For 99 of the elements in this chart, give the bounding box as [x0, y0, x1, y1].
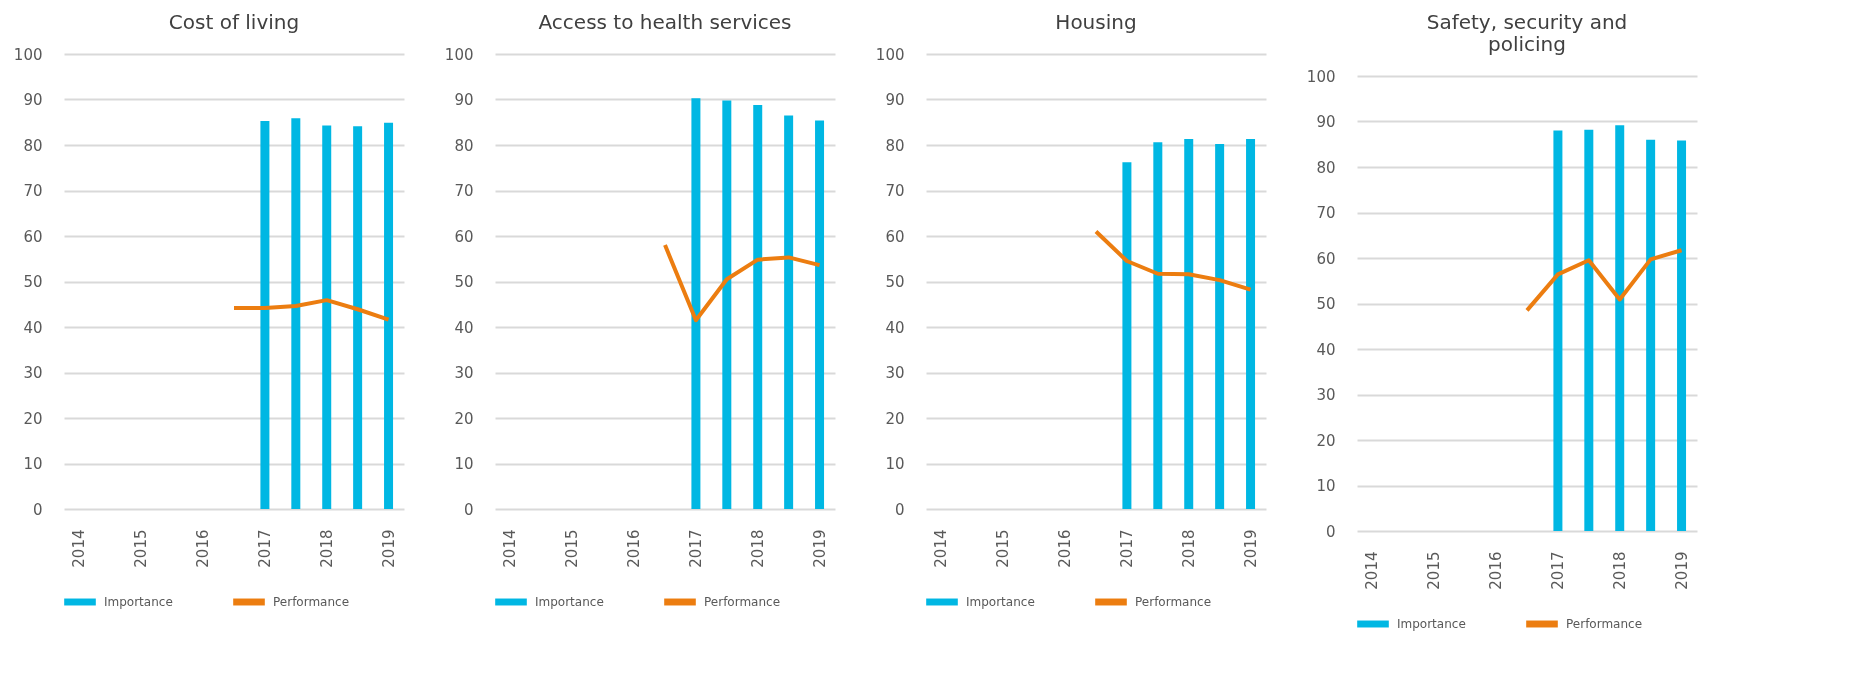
x-tick-label: 2018 [1179, 529, 1198, 568]
y-tick-label: 0 [894, 500, 905, 519]
bar [322, 125, 332, 509]
y-tick-label: 40 [23, 318, 43, 337]
line-series [663, 243, 822, 323]
y-tick-label: 20 [454, 409, 474, 428]
y-tick-label: 90 [454, 91, 474, 109]
bar [815, 120, 825, 509]
bar [691, 98, 701, 509]
legend-label: Importance [966, 595, 1035, 609]
y-tick-label: 90 [885, 91, 905, 109]
y-tick-label: 20 [885, 409, 905, 428]
chart-title: Housing [1055, 10, 1137, 34]
x-tick-label: 2016 [194, 529, 213, 568]
bar [353, 126, 363, 509]
y-tick-label: 100 [13, 45, 43, 64]
y-tick-label: 0 [463, 500, 474, 519]
y-tick-label: 50 [885, 273, 905, 291]
y-tick-label: 0 [32, 500, 43, 519]
x-tick-label: 2019 [379, 529, 398, 568]
line-series [1094, 229, 1253, 292]
y-tick-label: 50 [454, 273, 474, 291]
legend-label: Performance [273, 595, 350, 609]
x-tick-label: 2016 [1056, 529, 1075, 568]
y-tick-label: 80 [454, 136, 474, 155]
x-tick-label: 2019 [810, 529, 829, 568]
bar [1122, 162, 1132, 509]
y-tick-label: 100 [1306, 67, 1336, 86]
legend-label: Importance [104, 595, 173, 609]
chart-title: Access to health services [538, 10, 792, 34]
y-tick-label: 60 [1316, 249, 1336, 268]
bar [384, 122, 394, 509]
y-tick-label: 70 [885, 182, 905, 200]
x-tick-label: 2014 [1363, 551, 1382, 590]
y-tick-label: 10 [1316, 477, 1336, 495]
bar [1153, 142, 1163, 509]
bar [753, 104, 763, 509]
y-tick-label: 70 [454, 182, 474, 200]
x-tick-label: 2016 [1487, 551, 1506, 590]
legend-label: Performance [1135, 595, 1212, 609]
bar [1184, 139, 1194, 509]
y-tick-label: 70 [1316, 204, 1336, 222]
x-tick-label: 2017 [686, 529, 705, 568]
x-tick-label: 2018 [1610, 551, 1629, 590]
y-tick-label: 80 [1316, 158, 1336, 177]
y-tick-label: 40 [885, 318, 905, 337]
x-tick-label: 2017 [1117, 529, 1136, 568]
y-tick-label: 10 [885, 455, 905, 473]
x-tick-label: 2015 [994, 529, 1013, 568]
y-tick-label: 20 [23, 409, 43, 428]
x-tick-label: 2015 [132, 529, 151, 568]
x-tick-label: 2017 [255, 529, 274, 568]
x-tick-label: 2019 [1672, 551, 1691, 590]
y-tick-label: 100 [444, 45, 474, 64]
y-tick-label: 30 [885, 364, 905, 382]
y-tick-label: 60 [23, 227, 43, 246]
line-series [232, 298, 391, 322]
legend-label: Performance [1566, 617, 1643, 631]
y-tick-label: 30 [23, 364, 43, 382]
y-tick-label: 60 [454, 227, 474, 246]
y-tick-label: 50 [1316, 295, 1336, 313]
x-tick-label: 2019 [1241, 529, 1260, 568]
y-tick-label: 30 [454, 364, 474, 382]
legend-label: Performance [704, 595, 781, 609]
chart-title: Cost of living [168, 10, 300, 34]
x-tick-label: 2014 [501, 529, 520, 568]
x-tick-label: 2016 [625, 529, 644, 568]
y-tick-label: 40 [454, 318, 474, 337]
bar [1215, 144, 1225, 509]
bar [1246, 139, 1256, 509]
x-tick-label: 2018 [748, 529, 767, 568]
y-tick-label: 10 [454, 455, 474, 473]
x-tick-label: 2015 [563, 529, 582, 568]
chart-title: Safety, security and policing [1426, 10, 1628, 56]
y-tick-label: 0 [1325, 522, 1336, 541]
y-tick-label: 40 [1316, 340, 1336, 359]
y-tick-label: 100 [875, 45, 905, 64]
line-series [1525, 248, 1684, 313]
y-tick-label: 80 [885, 136, 905, 155]
x-tick-label: 2014 [932, 529, 951, 568]
x-tick-label: 2018 [317, 529, 336, 568]
y-tick-label: 60 [885, 227, 905, 246]
y-tick-label: 50 [23, 273, 43, 291]
x-tick-label: 2014 [70, 529, 89, 568]
bar [260, 120, 270, 509]
y-tick-label: 90 [23, 91, 43, 109]
y-tick-label: 30 [1316, 386, 1336, 404]
y-tick-label: 10 [23, 455, 43, 473]
legend-label: Importance [535, 595, 604, 609]
y-tick-label: 70 [23, 182, 43, 200]
bar [784, 115, 794, 509]
bar [291, 118, 301, 509]
x-tick-label: 2017 [1548, 551, 1567, 590]
y-tick-label: 20 [1316, 431, 1336, 450]
y-tick-label: 80 [23, 136, 43, 155]
x-tick-label: 2015 [1425, 551, 1444, 590]
y-tick-label: 90 [1316, 113, 1336, 131]
bar [722, 100, 732, 509]
legend-label: Importance [1397, 617, 1466, 631]
